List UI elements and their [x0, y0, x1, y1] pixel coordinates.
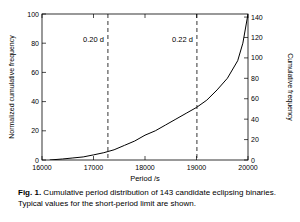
x-tick-label: 16000 — [32, 164, 52, 171]
y2-tick-label: 80 — [251, 75, 259, 82]
y2-tick — [244, 160, 248, 161]
y-tick-label: 20 — [31, 127, 39, 134]
y-tick — [42, 160, 46, 161]
plot-frame — [42, 14, 248, 160]
x-tick-label: 17000 — [84, 164, 104, 171]
caption-text: Cumulative period distribution of 143 ca… — [18, 188, 276, 208]
x-axis-label: Period /s — [130, 174, 160, 183]
y2-tick — [244, 37, 248, 38]
y2-tick-label: 140 — [251, 14, 263, 21]
y2-tick — [244, 98, 248, 99]
plot-data — [50, 14, 248, 160]
y-tick-label: 40 — [31, 98, 39, 105]
x-tick — [248, 156, 249, 160]
x-tick-top — [145, 14, 146, 18]
x-tick-top — [42, 14, 43, 18]
y-tick — [42, 43, 46, 44]
annotation-label: 0.20 d — [83, 35, 104, 44]
y2-tick-label: 60 — [251, 95, 259, 102]
y-axis-label: Normalized cumulative frequency — [8, 35, 16, 139]
x-tick — [93, 156, 94, 160]
y2-tick-label: 120 — [251, 34, 263, 41]
annotation-line — [107, 14, 108, 160]
y2-tick — [244, 57, 248, 58]
y-tick — [42, 130, 46, 131]
y2-tick-label: 20 — [251, 136, 259, 143]
y-tick — [42, 72, 46, 73]
x-tick — [145, 156, 146, 160]
x-tick-label: 19000 — [187, 164, 207, 171]
y2-tick-label: 100 — [251, 54, 263, 61]
y2-tick — [244, 139, 248, 140]
annotation-line — [196, 14, 197, 160]
y-tick — [42, 101, 46, 102]
cumulative-line — [50, 14, 248, 160]
annotation-label: 0.22 d — [172, 35, 193, 44]
y-tick-label: 0 — [35, 157, 39, 164]
y2-tick-label: 0 — [251, 157, 255, 164]
x-tick-label: 20000 — [238, 164, 258, 171]
y2-tick — [244, 119, 248, 120]
x-tick-label: 18000 — [135, 164, 155, 171]
y-tick-label: 100 — [27, 11, 39, 18]
caption: Fig. 1. Cumulative period distribution o… — [18, 187, 290, 209]
y-tick-label: 80 — [31, 40, 39, 47]
y-tick — [42, 14, 46, 15]
y2-tick — [244, 78, 248, 79]
x-tick — [42, 156, 43, 160]
caption-label: Fig. 1. — [18, 188, 41, 197]
x-tick-top — [93, 14, 94, 18]
y2-tick-label: 40 — [251, 116, 259, 123]
y2-axis-label: Cumulative frequency — [286, 53, 294, 121]
y-tick-label: 60 — [31, 69, 39, 76]
